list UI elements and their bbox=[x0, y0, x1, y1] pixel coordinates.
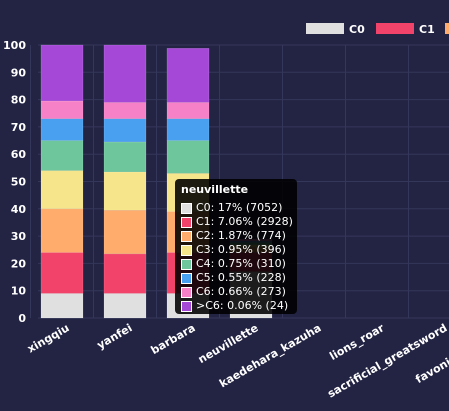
tooltip-row: >C6: 0.06% (24) bbox=[181, 299, 291, 313]
bar-segment[interactable] bbox=[103, 141, 147, 173]
legend-label[interactable]: C1 bbox=[419, 23, 435, 36]
y-tick-label: 100 bbox=[3, 39, 26, 52]
x-tick-label: lions_roar bbox=[327, 321, 387, 363]
bar-segment[interactable] bbox=[40, 170, 84, 210]
tooltip-label: C6: 0.66% (273) bbox=[196, 285, 286, 298]
bar-segment[interactable] bbox=[40, 140, 84, 171]
x-axis: xingqiu yanfei barbaraneuvillettekaedehara… bbox=[25, 321, 449, 400]
tooltip-swatch bbox=[181, 258, 192, 270]
bar-segment[interactable] bbox=[103, 293, 147, 319]
tooltip-row: C1: 7.06% (2928) bbox=[181, 215, 293, 229]
y-tick-label: 20 bbox=[11, 257, 27, 270]
legend-swatch[interactable] bbox=[376, 23, 414, 34]
bar-segment[interactable] bbox=[103, 44, 147, 103]
y-tick-label: 30 bbox=[11, 230, 27, 243]
bar-segment[interactable] bbox=[40, 118, 84, 141]
tooltip-label: C1: 7.06% (2928) bbox=[196, 215, 293, 228]
bar-segment[interactable] bbox=[40, 293, 84, 319]
y-tick-label: 60 bbox=[11, 148, 27, 161]
tooltip-swatch bbox=[181, 216, 192, 228]
tooltip-label: C5: 0.55% (228) bbox=[196, 271, 286, 284]
x-tick-label: barbara bbox=[149, 321, 198, 357]
tooltip-row: C2: 1.87% (774) bbox=[181, 229, 291, 243]
x-tick-label: xingqiu bbox=[25, 321, 71, 355]
tooltip-swatch bbox=[181, 286, 192, 298]
bar-segment[interactable] bbox=[40, 208, 84, 253]
tooltip-row: C0: 17% (7052) bbox=[181, 201, 291, 215]
tooltip-swatch bbox=[181, 230, 192, 242]
tooltip-swatch bbox=[181, 272, 192, 284]
legend-swatch[interactable] bbox=[445, 23, 449, 34]
y-tick-label: 0 bbox=[18, 312, 26, 325]
bar-segment[interactable] bbox=[166, 102, 210, 119]
y-tick-label: 70 bbox=[11, 121, 27, 134]
tooltip-swatch bbox=[181, 300, 192, 312]
bar-segment[interactable] bbox=[166, 118, 210, 141]
bar-segment[interactable] bbox=[166, 48, 210, 103]
tooltip-label: C0: 17% (7052) bbox=[196, 201, 283, 214]
legend-swatch[interactable] bbox=[306, 23, 344, 34]
bar-segment[interactable] bbox=[103, 102, 147, 119]
bar-segment[interactable] bbox=[103, 171, 147, 211]
tooltip-rows: C0: 17% (7052) C1: 7.06% (2928) C2: 1.87% … bbox=[181, 201, 293, 313]
tooltip-row: C4: 0.75% (310) bbox=[181, 257, 291, 271]
tooltip-title: neuvillette bbox=[181, 183, 249, 196]
bar-segment[interactable] bbox=[103, 253, 147, 294]
tooltip-row: C6: 0.66% (273) bbox=[181, 285, 291, 299]
bar-segment[interactable] bbox=[40, 252, 84, 294]
x-tick-label: yanfei bbox=[95, 321, 135, 351]
bar-segment[interactable] bbox=[166, 140, 210, 174]
bar-segment[interactable] bbox=[103, 118, 147, 143]
bar-segment[interactable] bbox=[103, 209, 147, 255]
tooltip-label: >C6: 0.06% (24) bbox=[196, 299, 289, 312]
tooltip-swatch bbox=[181, 244, 192, 256]
x-tick-label: kaedehara_kazuha bbox=[217, 321, 323, 390]
tooltip-label: C2: 1.87% (774) bbox=[196, 229, 286, 242]
x-tick-label: sacrificial_greatsword bbox=[325, 321, 449, 400]
y-tick-label: 10 bbox=[11, 285, 27, 298]
tooltip-row: C3: 0.95% (396) bbox=[181, 243, 291, 257]
y-tick-label: 80 bbox=[11, 94, 27, 107]
y-tick-label: 50 bbox=[11, 176, 27, 189]
tooltip-label: C4: 0.75% (310) bbox=[196, 257, 286, 270]
y-tick-label: 40 bbox=[11, 203, 27, 216]
y-axis: 0 10 20 30 40 50 60 70 80 90 100 bbox=[3, 39, 26, 325]
tooltip-row: C5: 0.55% (228) bbox=[181, 271, 291, 285]
legend-label[interactable]: C0 bbox=[349, 23, 365, 36]
bar-segment[interactable] bbox=[40, 100, 84, 119]
legend[interactable]: C0 C1 bbox=[306, 23, 449, 36]
tooltip-label: C3: 0.95% (396) bbox=[196, 243, 286, 256]
y-tick-label: 90 bbox=[11, 66, 27, 79]
tooltip: neuvillette C0: 17% (7052) C1: 7.06% (292… bbox=[175, 179, 297, 314]
tooltip-swatch bbox=[181, 202, 192, 214]
bar-segment[interactable] bbox=[40, 44, 84, 102]
